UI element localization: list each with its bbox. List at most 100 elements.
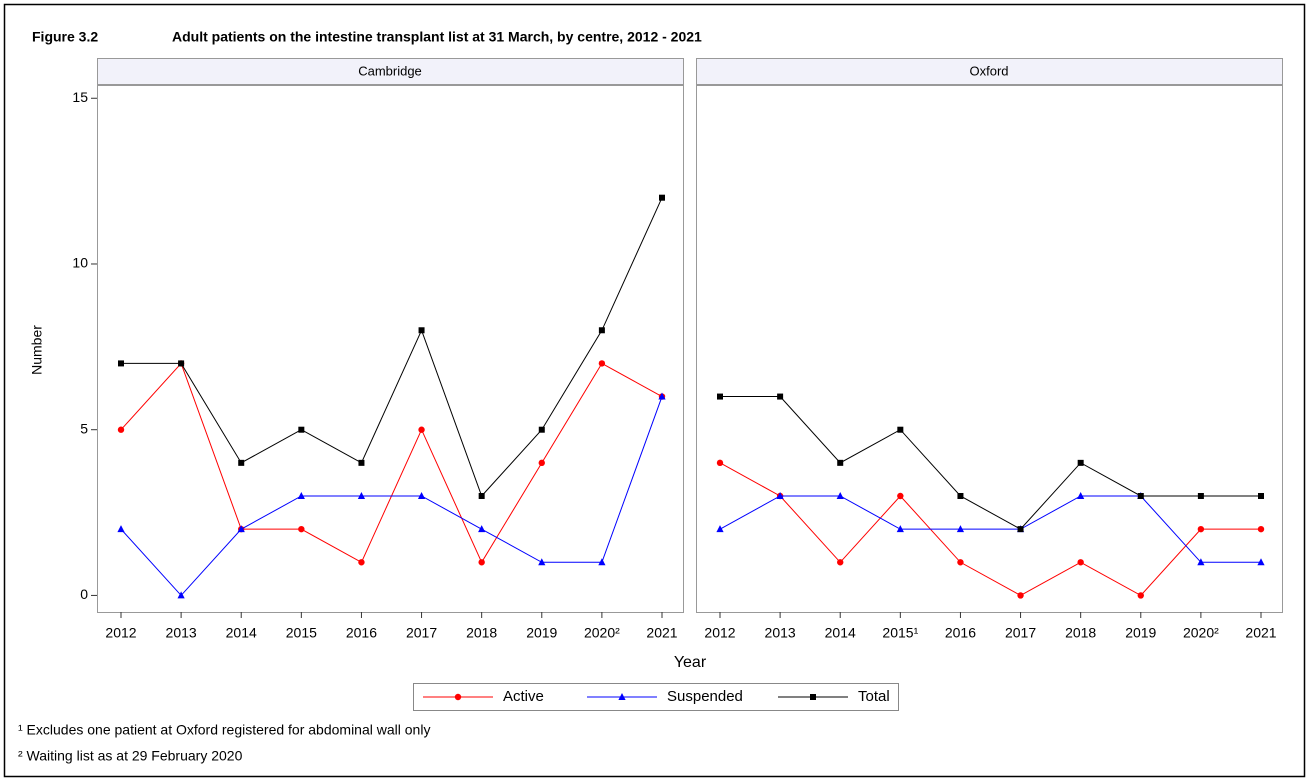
marker bbox=[177, 591, 185, 599]
marker bbox=[178, 360, 185, 367]
x-tick-label: 2017 bbox=[406, 625, 437, 641]
plot-area bbox=[97, 85, 684, 613]
x-tick-label: 2019 bbox=[526, 625, 557, 641]
panel-header bbox=[696, 58, 1283, 85]
marker bbox=[598, 558, 606, 566]
legend-label: Total bbox=[858, 688, 890, 705]
marker bbox=[957, 492, 964, 499]
x-tick-label: 2013 bbox=[166, 625, 197, 641]
y-tick-label: 0 bbox=[80, 586, 88, 602]
plot-area bbox=[696, 85, 1283, 613]
x-tick-label: 2016 bbox=[945, 625, 976, 641]
x-tick-label: 2021 bbox=[1245, 625, 1276, 641]
x-tick-label: 2018 bbox=[466, 625, 497, 641]
marker bbox=[417, 491, 426, 499]
marker bbox=[454, 693, 462, 701]
x-tick-label: 2015 bbox=[286, 625, 317, 641]
marker bbox=[618, 693, 626, 700]
series-line bbox=[120, 396, 663, 597]
footnote: ¹ Excludes one patient at Oxford registe… bbox=[18, 722, 430, 738]
marker bbox=[1197, 558, 1205, 566]
marker bbox=[297, 491, 305, 499]
y-axis-label: Number bbox=[29, 325, 45, 375]
figure-label: Figure 3.2 bbox=[32, 29, 98, 45]
x-axis-label: Year bbox=[674, 654, 707, 671]
footnote: ² Waiting list as at 29 February 2020 bbox=[18, 748, 243, 764]
legend-label: Suspended bbox=[667, 688, 743, 705]
marker bbox=[237, 525, 245, 533]
marker bbox=[118, 360, 124, 367]
marker bbox=[357, 491, 366, 499]
marker bbox=[298, 426, 305, 433]
marker bbox=[1258, 492, 1264, 499]
marker bbox=[478, 525, 486, 533]
x-tick-label: 2013 bbox=[765, 625, 796, 641]
marker bbox=[538, 558, 546, 566]
marker bbox=[598, 360, 606, 367]
panel-title: Cambridge bbox=[358, 63, 422, 78]
marker bbox=[1017, 592, 1024, 599]
series-line bbox=[121, 197, 663, 497]
marker bbox=[1137, 492, 1144, 499]
marker bbox=[716, 459, 724, 467]
marker bbox=[238, 459, 245, 466]
marker bbox=[897, 492, 904, 500]
marker bbox=[777, 393, 784, 400]
series-line bbox=[720, 396, 1261, 530]
y-tick-label: 5 bbox=[80, 420, 88, 436]
x-tick-label: 2012 bbox=[704, 625, 735, 641]
legend-label: Active bbox=[503, 688, 544, 705]
panel-header bbox=[97, 58, 684, 85]
marker bbox=[538, 426, 545, 433]
marker bbox=[897, 426, 904, 433]
marker bbox=[418, 426, 425, 433]
marker bbox=[956, 525, 965, 533]
marker bbox=[776, 491, 784, 499]
x-tick-label: 2017 bbox=[1005, 625, 1036, 641]
marker bbox=[1197, 525, 1205, 533]
y-tick-label: 10 bbox=[72, 255, 88, 271]
marker bbox=[1077, 491, 1085, 499]
marker bbox=[1197, 492, 1204, 499]
marker bbox=[538, 459, 545, 467]
x-tick-label: 2015¹ bbox=[882, 625, 918, 641]
marker bbox=[117, 426, 125, 433]
chart-title: Adult patients on the intestine transpla… bbox=[172, 29, 702, 45]
marker bbox=[117, 525, 125, 533]
marker bbox=[1257, 558, 1265, 566]
marker bbox=[358, 559, 365, 566]
x-tick-label: 2018 bbox=[1065, 625, 1096, 641]
series-line bbox=[719, 462, 1261, 597]
marker bbox=[1077, 559, 1084, 566]
series-line bbox=[719, 495, 1261, 563]
x-tick-label: 2020² bbox=[584, 625, 620, 641]
marker bbox=[478, 559, 485, 566]
marker bbox=[658, 392, 666, 400]
marker bbox=[717, 393, 723, 400]
marker bbox=[957, 559, 964, 566]
x-tick-label: 2012 bbox=[105, 625, 136, 641]
marker bbox=[837, 459, 844, 466]
x-tick-label: 2019 bbox=[1125, 625, 1156, 641]
marker bbox=[896, 525, 904, 533]
marker bbox=[598, 327, 605, 334]
marker bbox=[716, 525, 724, 533]
marker bbox=[298, 525, 305, 533]
x-tick-label: 2014 bbox=[825, 625, 856, 641]
marker bbox=[810, 694, 816, 700]
marker bbox=[1017, 526, 1024, 533]
marker bbox=[837, 559, 844, 566]
y-tick-label: 15 bbox=[72, 89, 88, 105]
marker bbox=[836, 491, 844, 499]
x-tick-label: 2020² bbox=[1183, 625, 1219, 641]
panel-title: Oxford bbox=[969, 63, 1008, 78]
marker bbox=[1137, 592, 1144, 599]
marker bbox=[659, 194, 665, 201]
x-tick-label: 2014 bbox=[226, 625, 257, 641]
marker bbox=[358, 459, 365, 466]
marker bbox=[1257, 525, 1265, 533]
marker bbox=[478, 492, 485, 499]
marker bbox=[418, 327, 425, 334]
x-tick-label: 2021 bbox=[646, 625, 677, 641]
